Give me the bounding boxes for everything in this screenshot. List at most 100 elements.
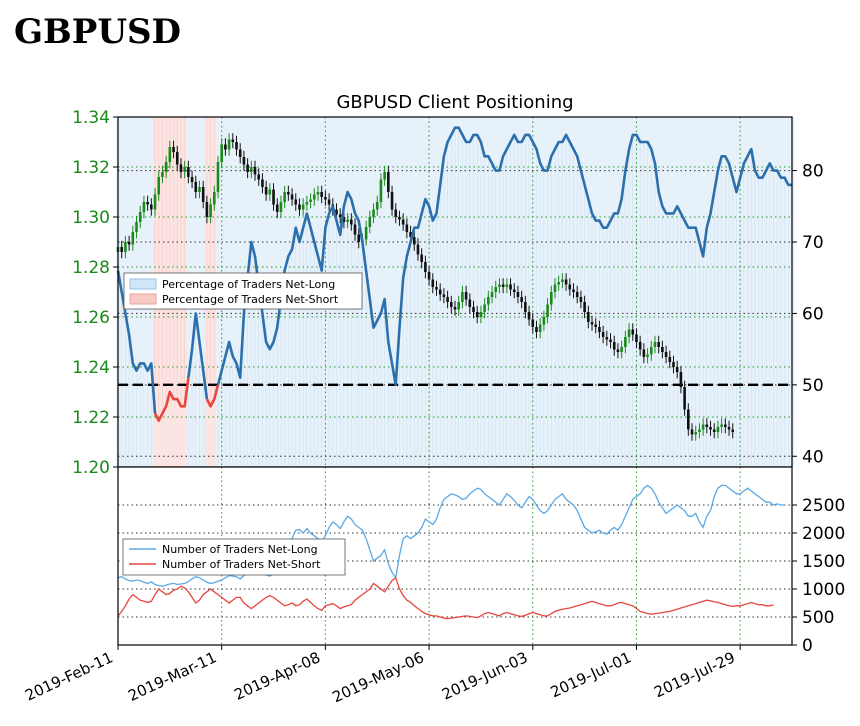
candle-body — [264, 187, 268, 195]
page-heading: GBPUSD — [14, 12, 182, 52]
candle-body — [161, 172, 164, 177]
left-tick-label: 1.24 — [72, 358, 110, 378]
candle-body — [624, 337, 627, 347]
candle-body — [605, 337, 609, 340]
candle-body — [120, 247, 124, 252]
candle-body — [153, 194, 157, 210]
candle-body — [124, 242, 127, 252]
candle-body — [679, 372, 683, 387]
bg-band — [379, 117, 384, 467]
candle-body — [490, 292, 494, 297]
candle-body — [250, 167, 253, 172]
candle-body — [646, 354, 649, 357]
candle-body — [616, 349, 620, 352]
candle-body — [298, 204, 301, 210]
right-tick-label: 50 — [802, 376, 824, 396]
candle-body — [394, 209, 398, 217]
candle-body — [564, 279, 568, 285]
candle-body — [135, 222, 138, 232]
candle-body — [468, 299, 472, 307]
bottom-frame — [117, 466, 793, 646]
x-tick-label: 2019-Apr-08 — [231, 648, 323, 704]
candle-body — [357, 234, 361, 242]
candle-body — [164, 162, 168, 172]
candle-body — [309, 199, 312, 202]
candle-body — [375, 202, 379, 210]
candle-body — [453, 307, 457, 310]
candle-body — [157, 177, 161, 195]
candle-body — [524, 302, 527, 312]
candle-body — [575, 292, 579, 297]
candle-body — [224, 144, 227, 150]
candle-body — [687, 409, 690, 430]
bg-band — [393, 117, 398, 467]
candle-body — [216, 162, 220, 192]
candle-body — [220, 144, 223, 162]
candle-body — [209, 204, 212, 217]
x-tick-label: 2019-Jul-29 — [651, 648, 737, 701]
candle-body — [668, 357, 672, 362]
candle-body — [431, 279, 435, 287]
candle-body — [420, 254, 423, 262]
candle-body — [131, 232, 135, 245]
right-tick-label: 40 — [802, 447, 824, 467]
candle-body — [642, 349, 646, 357]
candle-body — [501, 284, 505, 287]
candle-body — [531, 319, 535, 327]
legend-label-long: Percentage of Traders Net-Long — [162, 278, 335, 291]
candle-body — [198, 187, 201, 192]
candle-body — [675, 367, 679, 372]
candle-body — [401, 219, 405, 225]
candle-body — [516, 292, 520, 297]
chart-title: GBPUSD Client Positioning — [336, 92, 573, 113]
candle-body — [546, 304, 549, 317]
candle-body — [438, 289, 442, 295]
candle-body — [661, 347, 664, 352]
left-tick-label: 1.28 — [72, 258, 110, 278]
right-tick-label-bottom: 1500 — [802, 552, 845, 572]
candle-body — [701, 424, 705, 430]
candle-body — [690, 429, 694, 435]
bg-band — [375, 117, 380, 467]
pct-net-short-line — [153, 377, 190, 422]
candle-body — [353, 224, 357, 235]
candle-body — [542, 317, 546, 325]
candle-body — [398, 217, 401, 220]
candle-body — [294, 199, 298, 205]
candle-body — [538, 324, 542, 332]
candle-body — [212, 192, 216, 205]
candle-body — [494, 287, 498, 292]
candle-body — [568, 284, 572, 290]
candle-body — [442, 294, 446, 297]
x-tick-label: 2019-Feb-11 — [22, 648, 115, 704]
candle-body — [720, 424, 723, 427]
candle-body — [487, 297, 490, 305]
candle-body — [449, 302, 453, 307]
candle-body — [412, 237, 416, 245]
candle-body — [261, 179, 264, 187]
candle-body — [712, 429, 716, 432]
candle-body — [509, 284, 512, 290]
right-tick-label-bottom: 2000 — [802, 524, 845, 544]
candle-body — [227, 139, 231, 150]
left-tick-label: 1.34 — [72, 108, 110, 128]
candle-body — [253, 167, 257, 175]
legend-box-2 — [122, 538, 346, 576]
candle-body — [238, 149, 242, 157]
candle-body — [653, 342, 657, 347]
bottom-legend: Number of Traders Net-Long Number of Trad… — [122, 538, 346, 576]
left-tick-label: 1.30 — [72, 208, 110, 228]
legend-swatch-long — [129, 278, 157, 290]
bg-band — [386, 117, 391, 467]
candle-body — [387, 172, 390, 192]
candle-body — [672, 362, 675, 367]
left-tick-label: 1.32 — [72, 158, 110, 178]
candle-body — [649, 347, 653, 355]
candle-body — [179, 164, 183, 172]
candle-body — [346, 219, 349, 222]
candle-body — [698, 429, 701, 432]
candle-body — [561, 279, 564, 282]
candle-body — [231, 139, 235, 142]
candle-body — [657, 342, 660, 347]
candle-body — [312, 194, 316, 200]
